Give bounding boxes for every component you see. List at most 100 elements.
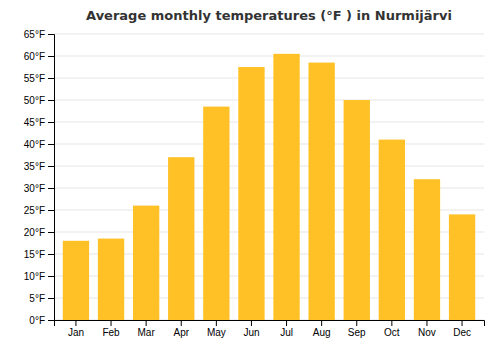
- x-tick: Jun: [243, 320, 259, 338]
- x-axis-line: [55, 321, 485, 327]
- bar: [133, 206, 159, 320]
- y-tick: 0°F: [29, 315, 54, 326]
- plot-area: [63, 54, 475, 320]
- y-axis-line: [48, 35, 55, 321]
- y-tick-label: 55°F: [24, 73, 45, 84]
- y-tick: 65°F: [24, 29, 54, 40]
- y-tick-mark: [48, 122, 54, 123]
- y-tick-mark: [48, 166, 54, 167]
- y-tick: 25°F: [24, 205, 54, 216]
- y-tick-label: 65°F: [24, 29, 45, 40]
- bar: [308, 63, 334, 320]
- bar: [344, 100, 370, 320]
- bar: [98, 239, 124, 320]
- x-tick-mark: [286, 320, 287, 326]
- bar: [238, 67, 264, 320]
- bar: [414, 179, 440, 320]
- y-tick-label: 30°F: [24, 183, 45, 194]
- y-tick-label: 0°F: [29, 315, 45, 326]
- y-tick-label: 35°F: [24, 161, 45, 172]
- x-tick-mark: [356, 320, 357, 326]
- y-tick-mark: [48, 188, 54, 189]
- y-tick: 45°F: [24, 117, 54, 128]
- y-tick-label: 15°F: [24, 249, 45, 260]
- x-tick: Jan: [68, 320, 84, 338]
- x-tick: Apr: [173, 320, 189, 338]
- x-tick-label: Aug: [313, 327, 331, 338]
- bar: [379, 140, 405, 320]
- y-tick-label: 50°F: [24, 95, 45, 106]
- x-tick-label: Nov: [418, 327, 436, 338]
- x-tick-mark: [251, 320, 252, 326]
- x-axis: Jan Feb Mar Apr May Jun Jul Aug Sep Oct Nov Dec: [55, 320, 485, 338]
- bar: [203, 107, 229, 320]
- y-tick-mark: [48, 56, 54, 57]
- bar: [168, 157, 194, 320]
- bar: [63, 241, 89, 320]
- y-tick-mark: [48, 254, 54, 255]
- x-tick-mark: [426, 320, 427, 326]
- x-tick-label: Oct: [384, 327, 400, 338]
- grid: [54, 34, 484, 320]
- y-tick: 10°F: [24, 271, 54, 282]
- x-tick-mark: [321, 320, 322, 326]
- y-tick-label: 60°F: [24, 51, 45, 62]
- y-tick: 35°F: [24, 161, 54, 172]
- x-tick-label: Jan: [68, 327, 84, 338]
- x-tick-mark: [75, 320, 76, 326]
- y-tick: 40°F: [24, 139, 54, 150]
- y-tick: 15°F: [24, 249, 54, 260]
- y-tick-label: 5°F: [29, 293, 45, 304]
- x-tick-label: Jun: [243, 327, 259, 338]
- x-tick-mark: [111, 320, 112, 326]
- bar: [449, 214, 475, 320]
- x-tick-label: Sep: [348, 327, 366, 338]
- x-tick: Oct: [384, 320, 400, 338]
- y-tick-mark: [48, 144, 54, 145]
- y-tick-label: 45°F: [24, 117, 45, 128]
- y-tick: 20°F: [24, 227, 54, 238]
- x-tick: Feb: [102, 320, 120, 338]
- x-tick-label: Apr: [173, 327, 189, 338]
- grid-line: [54, 144, 484, 145]
- y-tick-label: 20°F: [24, 227, 45, 238]
- x-tick-label: Jul: [280, 327, 293, 338]
- x-tick: Nov: [418, 320, 436, 338]
- grid-line: [54, 56, 484, 57]
- x-tick: Dec: [453, 320, 471, 338]
- chart: Average monthly temperatures (°F ) in Nu…: [0, 0, 500, 350]
- x-tick-mark: [462, 320, 463, 326]
- chart-container: Average monthly temperatures (°F ) in Nu…: [0, 0, 500, 350]
- y-tick-label: 40°F: [24, 139, 45, 150]
- y-tick: 55°F: [24, 73, 54, 84]
- y-tick-mark: [48, 276, 54, 277]
- bar: [273, 54, 299, 320]
- y-tick: 60°F: [24, 51, 54, 62]
- x-tick-label: May: [207, 327, 226, 338]
- x-tick: Mar: [138, 320, 156, 338]
- grid-line: [54, 166, 484, 167]
- y-tick: 5°F: [29, 293, 54, 304]
- grid-line: [54, 78, 484, 79]
- y-tick-label: 25°F: [24, 205, 45, 216]
- title: Average monthly temperatures (°F ) in Nu…: [86, 8, 452, 23]
- y-tick: 50°F: [24, 95, 54, 106]
- y-tick-mark: [48, 78, 54, 79]
- x-tick: Sep: [348, 320, 366, 338]
- x-tick-mark: [181, 320, 182, 326]
- y-tick-mark: [48, 34, 54, 35]
- grid-line: [54, 100, 484, 101]
- y-tick-label: 10°F: [24, 271, 45, 282]
- grid-line: [54, 122, 484, 123]
- y-tick: 30°F: [24, 183, 54, 194]
- y-axis: 0°F 5°F 10°F 15°F 20°F 25°F 30°F 35°F 40°F 45°F 50…: [24, 29, 55, 326]
- y-tick-mark: [48, 298, 54, 299]
- x-tick-mark: [391, 320, 392, 326]
- y-tick-mark: [48, 320, 54, 321]
- x-tick-label: Feb: [102, 327, 120, 338]
- x-tick: Aug: [313, 320, 331, 338]
- y-tick-mark: [48, 210, 54, 211]
- x-tick-mark: [146, 320, 147, 326]
- x-tick-label: Dec: [453, 327, 471, 338]
- grid-line: [54, 34, 484, 35]
